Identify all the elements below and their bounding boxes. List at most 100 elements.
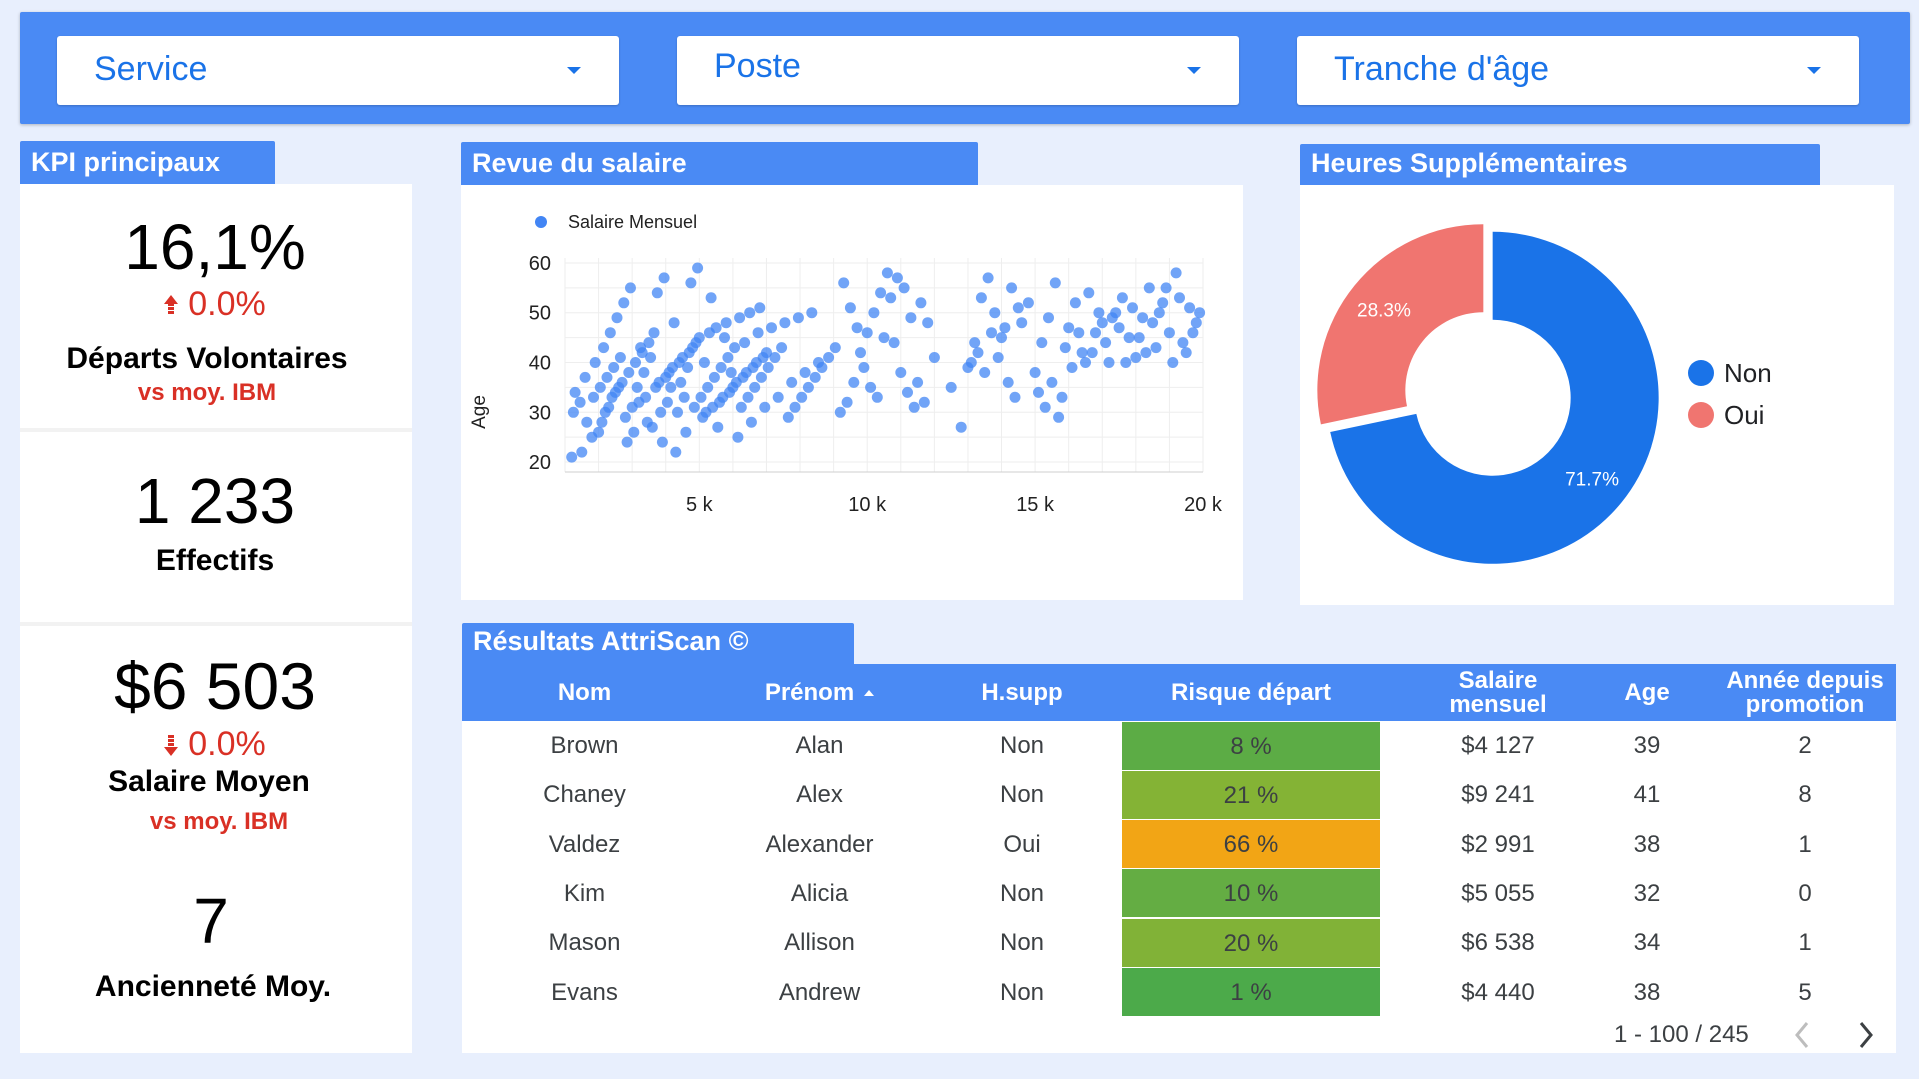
scatter-point — [875, 287, 887, 299]
scatter-point — [1033, 386, 1044, 398]
cell-promo: 1 — [1798, 929, 1812, 957]
chevron-down-icon[interactable] — [1807, 67, 1821, 74]
scatter-point — [682, 362, 694, 373]
table-row[interactable]: Valdez Alexander Oui 66 % $2 991 38 1 — [462, 820, 1896, 869]
scatter-point — [678, 391, 690, 403]
scatter-point — [614, 352, 626, 363]
cell-risque: 66 % — [1122, 820, 1380, 869]
legend-label: Oui — [1724, 400, 1764, 430]
cell-age: 38 — [1633, 830, 1661, 858]
cell-hsupp: Non — [999, 781, 1045, 809]
scatter-point — [708, 371, 720, 383]
chevron-left-icon[interactable] — [1792, 1020, 1812, 1050]
scatter-point — [761, 347, 772, 359]
scatter-point — [661, 396, 673, 408]
scatter-point — [878, 332, 890, 344]
scatter-point — [598, 342, 610, 354]
scatter-point — [648, 327, 660, 339]
sort-ascending-icon — [864, 689, 875, 696]
scatter-point — [809, 371, 821, 383]
scatter-point — [1113, 322, 1125, 334]
scatter-point — [603, 401, 615, 413]
scatter-point — [640, 391, 652, 403]
scatter-point — [631, 381, 643, 393]
scatter-point — [1116, 292, 1128, 304]
cell-salaire: $6 538 — [1461, 929, 1535, 957]
scatter-point — [1096, 317, 1108, 329]
attriscan-table-header: Nom Prénom H.supp Risque départ Salaire … — [462, 664, 1896, 721]
scatter-point — [1063, 322, 1075, 334]
legend-label: Non — [1724, 358, 1772, 388]
table-row[interactable]: Chaney Alex Non 21 % $9 241 41 8 — [462, 770, 1896, 819]
overtime-tab-title: Heures Supplémentaires — [1300, 144, 1820, 186]
col-header-promotion[interactable]: Année depuis promotion — [1726, 666, 1884, 718]
kpi-divider — [20, 428, 412, 432]
scatter-point — [1059, 342, 1071, 354]
x-tick-label: 5 k — [686, 494, 714, 516]
x-tick-label: 20 k — [1184, 494, 1223, 516]
cell-nom: Mason — [548, 929, 621, 957]
col-header-risque[interactable]: Risque départ — [1170, 678, 1332, 706]
table-row[interactable]: Kim Alicia Non 10 % $5 055 32 0 — [462, 869, 1896, 918]
scatter-point — [635, 342, 647, 354]
chevron-right-icon[interactable] — [1856, 1020, 1876, 1050]
scatter-point — [619, 411, 631, 423]
cell-hsupp: Non — [999, 929, 1045, 957]
scatter-point — [982, 272, 994, 284]
scatter-point — [999, 322, 1011, 334]
scatter-point — [992, 352, 1004, 363]
anciennete-label: Ancienneté Moy. — [94, 970, 332, 1003]
tranche-age-filter[interactable]: Tranche d'âge — [1297, 36, 1859, 105]
y-tick-label: 30 — [529, 402, 551, 424]
y-tick-label: 60 — [529, 253, 551, 275]
scatter-point — [685, 277, 697, 289]
col-header-prenom[interactable]: Prénom — [707, 664, 932, 721]
scatter-point — [766, 322, 777, 334]
x-tick-label: 10 k — [848, 494, 887, 516]
col-header-salaire[interactable]: Salaire mensuel — [1449, 666, 1547, 718]
col-header-nom[interactable]: Nom — [557, 678, 612, 706]
donut-slice-oui — [1317, 224, 1484, 425]
poste-filter-label: Poste — [714, 47, 801, 85]
scatter-point — [891, 272, 903, 284]
scatter-point — [1080, 357, 1091, 368]
scatter-point — [945, 381, 957, 393]
table-row[interactable]: Brown Alan Non 8 % $4 127 39 2 — [462, 721, 1896, 770]
scatter-point — [1184, 302, 1196, 314]
chevron-down-icon[interactable] — [567, 67, 581, 74]
scatter-point — [1133, 332, 1145, 344]
scatter-point — [1127, 302, 1138, 314]
chevron-down-icon[interactable] — [1187, 67, 1201, 74]
scatter-point — [986, 327, 997, 339]
scatter-point — [569, 386, 581, 398]
scatter-point — [1177, 337, 1189, 349]
y-tick-label: 20 — [529, 452, 551, 474]
y-tick-label: 40 — [529, 353, 551, 375]
scatter-point — [772, 391, 784, 403]
donut-slice-non — [1330, 231, 1659, 564]
cell-risque: 20 % — [1122, 918, 1380, 967]
col-header-hsupp[interactable]: H.supp — [981, 678, 1063, 706]
scatter-point — [1194, 307, 1206, 319]
scatter-point — [702, 381, 714, 393]
anciennete-value: 7 — [193, 885, 229, 957]
scatter-point — [1153, 307, 1165, 319]
cell-age: 34 — [1633, 929, 1661, 957]
scatter-point — [858, 362, 870, 373]
table-row[interactable]: Evans Andrew Non 1 % $4 440 38 5 — [462, 968, 1896, 1017]
scatter-point — [762, 362, 774, 373]
col-header-age[interactable]: Age — [1624, 678, 1670, 706]
cell-risque: 10 % — [1122, 869, 1380, 918]
scatter-point — [1170, 267, 1182, 279]
donut-label: 71.7% — [1565, 469, 1619, 490]
scatter-point — [898, 282, 910, 294]
scatter-point — [838, 277, 850, 289]
scatter-point — [1100, 337, 1112, 349]
table-row[interactable]: Mason Allison Non 20 % $6 538 34 1 — [462, 918, 1896, 967]
cell-promo: 8 — [1798, 781, 1812, 809]
scatter-point — [712, 421, 724, 433]
salaire-delta-value: 0.0% — [188, 725, 266, 763]
scatter-point — [688, 401, 700, 413]
poste-filter[interactable]: Poste — [677, 36, 1239, 105]
service-filter[interactable]: Service — [57, 36, 619, 105]
